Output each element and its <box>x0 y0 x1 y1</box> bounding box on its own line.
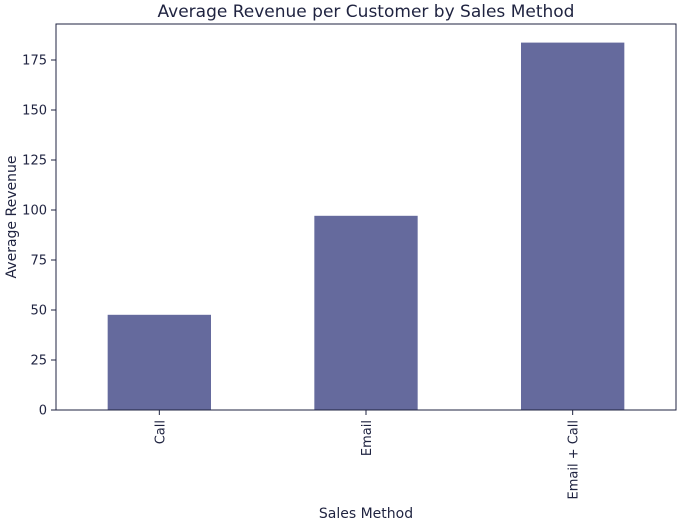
x-tick-label: Email <box>360 420 375 456</box>
x-tick-label: Call <box>153 420 168 444</box>
chart-title: Average Revenue per Customer by Sales Me… <box>158 2 575 22</box>
y-tick-label: 175 <box>22 54 47 69</box>
plot-frame <box>55 23 677 411</box>
y-tick-label: 75 <box>30 254 47 269</box>
y-tick-label: 125 <box>22 154 47 169</box>
bar-email-call <box>521 42 625 410</box>
x-axis-label: Sales Method <box>319 506 413 522</box>
bar-email <box>314 215 418 410</box>
x-axis-ticks: Call Email Email + Call <box>153 410 582 500</box>
x-tick-label: Email + Call <box>567 420 582 500</box>
y-tick-label: 0 <box>39 404 47 419</box>
y-axis-ticks: 0 25 50 75 100 125 150 175 <box>22 54 56 419</box>
y-tick-label: 25 <box>30 354 47 369</box>
bars-group <box>107 42 625 410</box>
y-tick-label: 100 <box>22 204 47 219</box>
y-tick-label: 50 <box>30 304 47 319</box>
y-axis-label: Average Revenue <box>4 156 20 279</box>
bar-call <box>107 314 211 410</box>
y-tick-label: 150 <box>22 104 47 119</box>
